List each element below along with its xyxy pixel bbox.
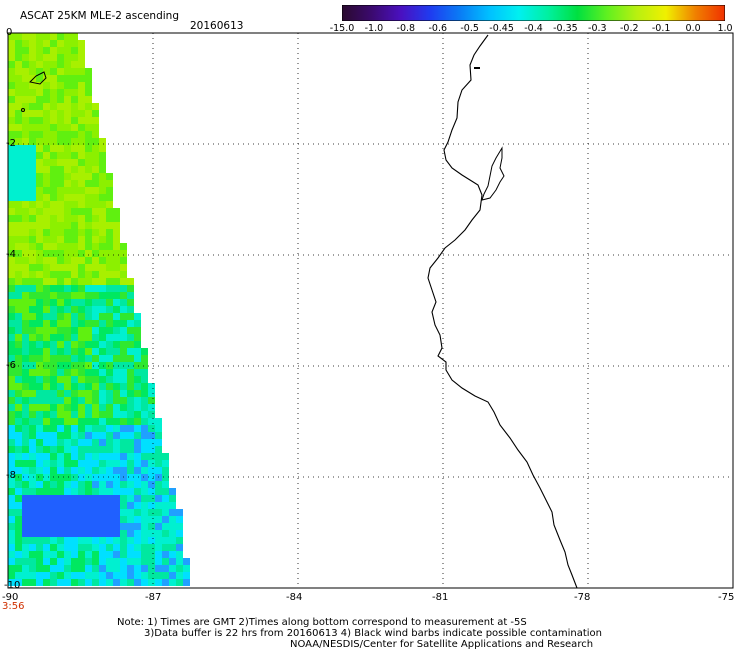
color-scale-label: -0.3 bbox=[588, 23, 607, 34]
lon-tick-81: -81 bbox=[432, 592, 449, 603]
lat-tick-2: -2 bbox=[6, 138, 16, 149]
lat-tick-8: -8 bbox=[6, 470, 16, 481]
color-scale-label: -0.35 bbox=[553, 23, 578, 34]
color-scale-label: 0.0 bbox=[685, 23, 701, 34]
lat-tick-10: -10 bbox=[4, 580, 21, 591]
note-line-2: 3)Data buffer is 22 hrs from 20160613 4)… bbox=[144, 628, 602, 639]
lon-tick-90: -90 bbox=[2, 592, 19, 603]
color-scale-gradient bbox=[342, 5, 725, 21]
color-scale-label: -0.8 bbox=[396, 23, 416, 34]
color-scale-label: -0.1 bbox=[651, 23, 671, 34]
lon-tick-78: -78 bbox=[574, 592, 591, 603]
lat-tick-6: -6 bbox=[6, 360, 16, 371]
map-grid bbox=[8, 33, 733, 588]
map-border bbox=[7, 32, 734, 589]
product-date: 20160613 bbox=[190, 20, 244, 32]
color-scale-label: -1.0 bbox=[364, 23, 384, 34]
pass-time-label: 3:56 bbox=[2, 601, 25, 612]
color-scale-bar bbox=[342, 5, 725, 21]
note-line-1: Note: 1) Times are GMT 2)Times along bot… bbox=[117, 617, 527, 628]
wind-swath bbox=[8, 33, 190, 586]
lat-tick-4: -4 bbox=[6, 249, 16, 260]
color-scale-label: -0.5 bbox=[460, 23, 479, 34]
islet-outline bbox=[21, 108, 25, 112]
lon-tick-87: -87 bbox=[145, 592, 162, 603]
lat-tick-0: 0 bbox=[6, 27, 13, 38]
coastline bbox=[427, 34, 578, 589]
lon-tick-75: -75 bbox=[718, 592, 735, 603]
color-scale-label: -0.45 bbox=[489, 23, 514, 34]
product-title: ASCAT 25KM MLE-2 ascending bbox=[20, 10, 179, 22]
note-line-3: NOAA/NESDIS/Center for Satellite Applica… bbox=[290, 639, 594, 650]
color-scale-label: 1.0 bbox=[717, 23, 733, 34]
lon-tick-84: -84 bbox=[286, 592, 303, 603]
color-scale-label: -0.4 bbox=[524, 23, 543, 34]
color-scale-label: -15.0 bbox=[329, 23, 355, 34]
island-outline bbox=[28, 71, 47, 85]
color-scale-label: -0.2 bbox=[619, 23, 639, 34]
gulf-outline bbox=[481, 146, 505, 201]
color-scale-label: -0.6 bbox=[428, 23, 448, 34]
